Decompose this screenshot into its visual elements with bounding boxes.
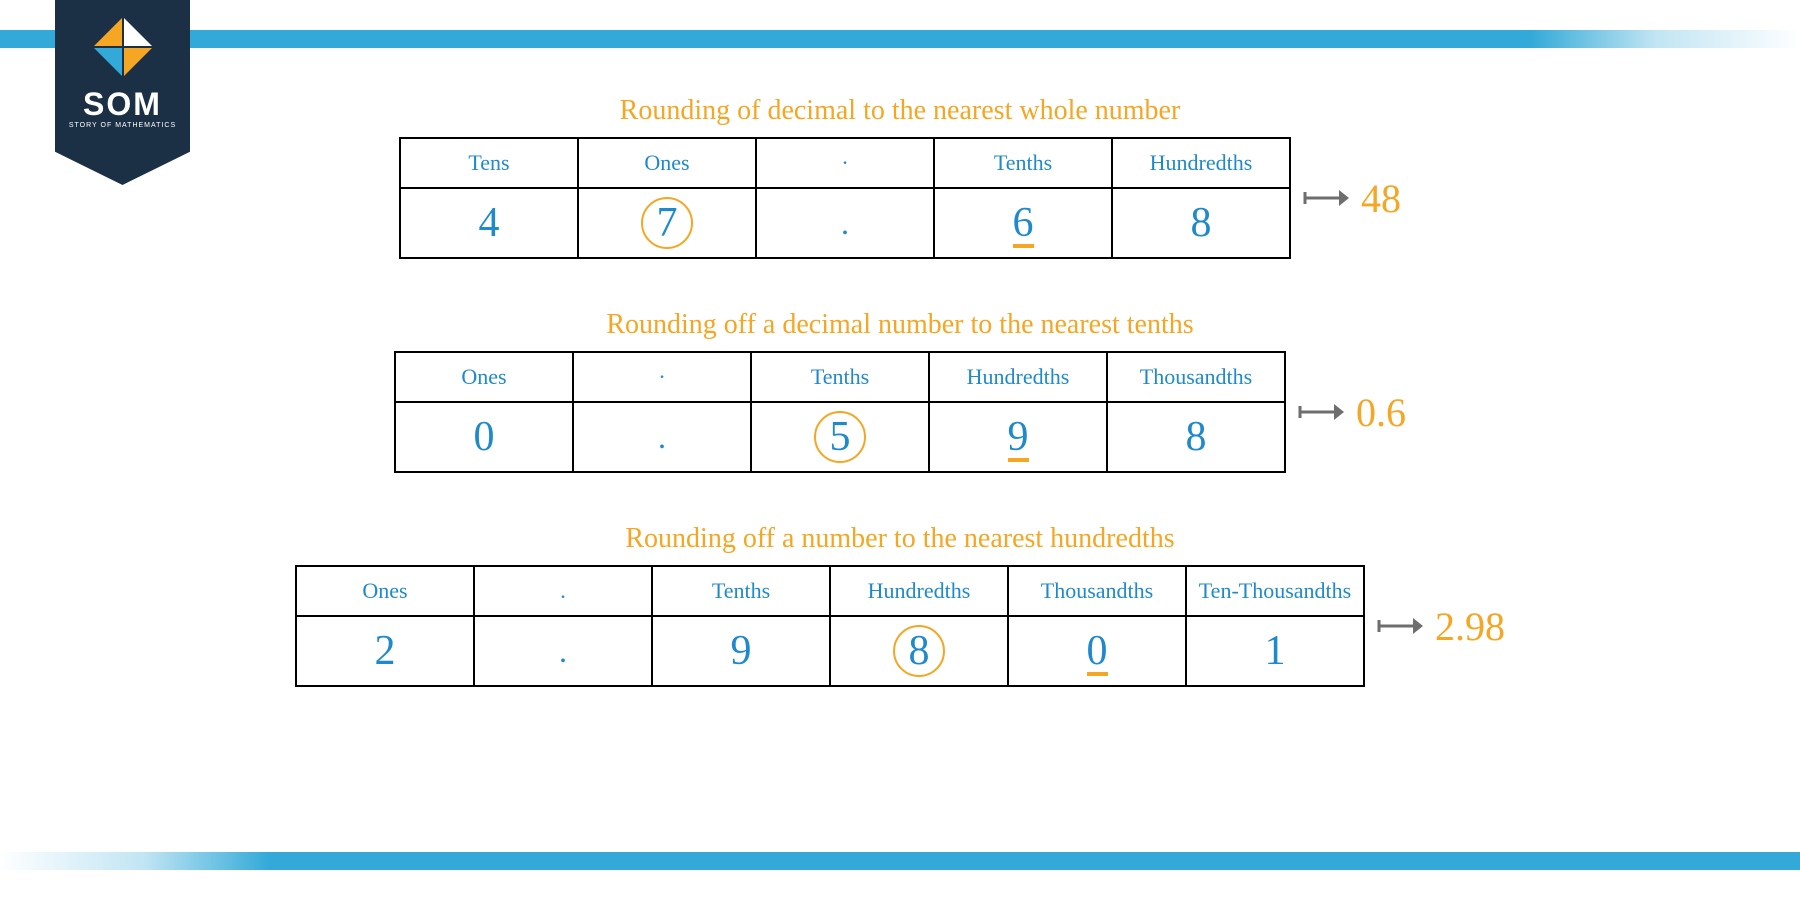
value-cell-circled: 7 [578,188,756,258]
header-cell: Ones [296,566,474,616]
arrow-icon [1303,186,1349,210]
result-value: 48 [1361,175,1401,222]
value-cell: . [756,188,934,258]
value-cell: 8 [1107,402,1285,472]
section-title: Rounding of decimal to the nearest whole… [620,95,1181,127]
header-cell: · [756,138,934,188]
header-cell: Hundredths [830,566,1008,616]
result-value: 2.98 [1435,603,1505,650]
result-value: 0.6 [1356,389,1406,436]
header-cell: Tenths [751,352,929,402]
place-value-table: Tens Ones · Tenths Hundredths 4 7 . 6 8 [399,137,1291,259]
value-cell-underlined: 6 [934,188,1112,258]
top-accent-bar [0,30,1800,48]
header-cell: Tens [400,138,578,188]
section-whole-number: Rounding of decimal to the nearest whole… [399,95,1401,259]
header-cell: Thousandths [1107,352,1285,402]
header-cell: Tenths [652,566,830,616]
header-cell: Tenths [934,138,1112,188]
place-value-table: Ones . Tenths Hundredths Thousandths Ten… [295,565,1365,687]
place-value-table: Ones · Tenths Hundredths Thousandths 0 .… [394,351,1286,473]
header-cell: · [573,352,751,402]
value-cell: 2 [296,616,474,686]
logo-icon [94,18,152,76]
value-cell: 9 [652,616,830,686]
value-cell: . [573,402,751,472]
section-tenths: Rounding off a decimal number to the nea… [394,309,1406,473]
section-title: Rounding off a number to the nearest hun… [625,523,1174,555]
header-cell: . [474,566,652,616]
header-cell: Hundredths [1112,138,1290,188]
arrow-icon [1298,400,1344,424]
value-cell-underlined: 0 [1008,616,1186,686]
bottom-accent-bar [0,852,1800,870]
value-cell: 8 [1112,188,1290,258]
value-cell: 0 [395,402,573,472]
value-cell: . [474,616,652,686]
value-cell-circled: 8 [830,616,1008,686]
header-cell: Ones [578,138,756,188]
section-title: Rounding off a decimal number to the nea… [606,309,1193,341]
arrow-icon [1377,614,1423,638]
header-cell: Thousandths [1008,566,1186,616]
value-cell-circled: 5 [751,402,929,472]
value-cell: 1 [1186,616,1364,686]
header-cell: Ten-Thousandths [1186,566,1364,616]
content-area: Rounding of decimal to the nearest whole… [0,95,1800,687]
header-cell: Ones [395,352,573,402]
header-cell: Hundredths [929,352,1107,402]
value-cell-underlined: 9 [929,402,1107,472]
section-hundredths: Rounding off a number to the nearest hun… [295,523,1505,687]
value-cell: 4 [400,188,578,258]
